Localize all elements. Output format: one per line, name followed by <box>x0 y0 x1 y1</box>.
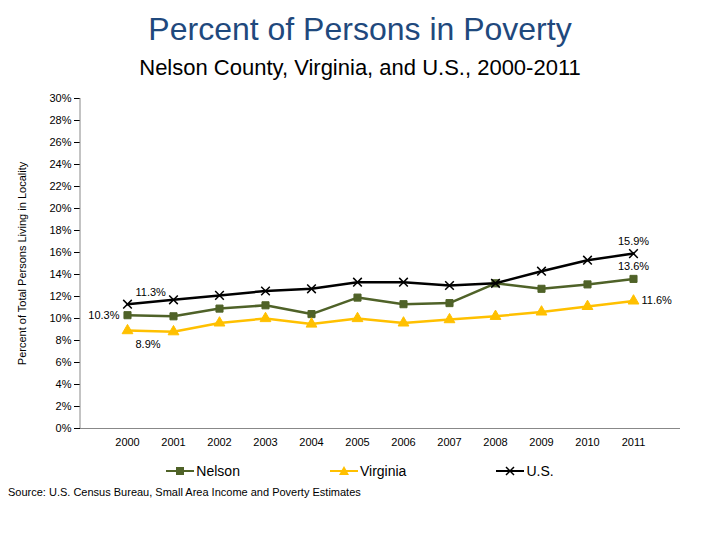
svg-text:18%: 18% <box>49 224 71 236</box>
svg-text:2000: 2000 <box>115 436 139 448</box>
svg-text:2005: 2005 <box>345 436 369 448</box>
html-text:Percent of Persons in Poverty: Percent of Persons in Poverty <box>148 11 572 47</box>
svg-text:11.6%: 11.6% <box>642 294 673 306</box>
svg-text:0%: 0% <box>56 422 72 434</box>
svg-text:10.3%: 10.3% <box>88 309 119 321</box>
svg-text:2003: 2003 <box>253 436 277 448</box>
svg-text:12%: 12% <box>49 290 71 302</box>
html-text:Source: U.S. Census Bureau, Sm: Source: U.S. Census Bureau, Small Area I… <box>8 486 361 498</box>
svg-text:2%: 2% <box>56 400 72 412</box>
html-text:Nelson: Nelson <box>196 463 240 479</box>
svg-text:10%: 10% <box>49 312 71 324</box>
svg-text:2004: 2004 <box>299 436 323 448</box>
svg-text:6%: 6% <box>56 356 72 368</box>
svg-text:26%: 26% <box>49 136 71 148</box>
html-text:Virginia: Virginia <box>360 463 407 479</box>
svg-text:4%: 4% <box>56 378 72 390</box>
svg-text:2010: 2010 <box>575 436 599 448</box>
svg-text:2002: 2002 <box>207 436 231 448</box>
svg-text:2011: 2011 <box>622 436 646 448</box>
svg-text:30%: 30% <box>49 92 71 104</box>
svg-text:11.3%: 11.3% <box>136 286 167 298</box>
svg-text:28%: 28% <box>49 114 71 126</box>
svg-text:24%: 24% <box>49 158 71 170</box>
svg-text:8%: 8% <box>56 334 72 346</box>
svg-text:2006: 2006 <box>391 436 415 448</box>
svg-text:Percent of Total Persons Livin: Percent of Total Persons Living in Local… <box>16 161 28 365</box>
svg-text:13.6%: 13.6% <box>618 260 649 272</box>
svg-text:22%: 22% <box>49 180 71 192</box>
svg-text:2001: 2001 <box>161 436 185 448</box>
svg-text:20%: 20% <box>49 202 71 214</box>
html-text:U.S.: U.S. <box>526 463 554 479</box>
svg-text:14%: 14% <box>49 268 71 280</box>
html-text:Nelson County, Virginia, and U: Nelson County, Virginia, and U.S., 2000-… <box>139 55 581 80</box>
svg-text:2007: 2007 <box>437 436 461 448</box>
svg-text:15.9%: 15.9% <box>618 235 649 247</box>
svg-text:8.9%: 8.9% <box>136 338 161 350</box>
svg-text:2008: 2008 <box>483 436 507 448</box>
svg-text:16%: 16% <box>49 246 71 258</box>
svg-text:2009: 2009 <box>529 436 553 448</box>
